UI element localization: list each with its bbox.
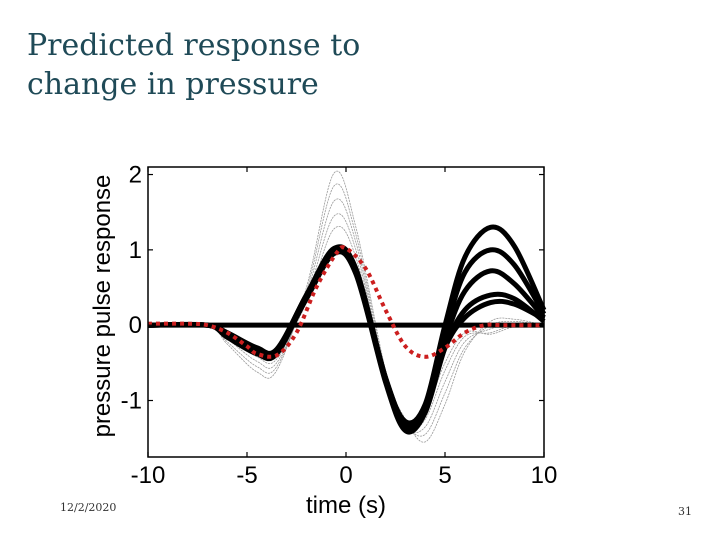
y-tick-label: 2 (129, 162, 142, 189)
chart-curves (147, 170, 547, 443)
series-response-5 (147, 249, 546, 428)
x-axis-label: time (s) (306, 492, 386, 519)
x-tick-label: 5 (438, 462, 451, 489)
slide-title: Predicted response to change in pressure (27, 26, 447, 104)
y-tick-label: 0 (129, 312, 142, 339)
page-number: 31 (678, 505, 692, 518)
series-response-4 (147, 249, 546, 435)
series-faint-3 (147, 198, 545, 434)
x-tick-label: -10 (131, 462, 166, 489)
slide-title-line-2: change in pressure (27, 67, 319, 102)
slide-title-line-1: Predicted response to (27, 28, 361, 63)
series-faint-1 (147, 170, 545, 443)
series-predicted (147, 245, 544, 359)
y-tick-label: 1 (129, 237, 142, 264)
y-tick-label: -1 (121, 388, 142, 415)
series-faint-2 (147, 183, 545, 437)
x-tick-label: 0 (339, 462, 352, 489)
y-axis-label: pressure pulse response (89, 175, 116, 438)
series-response-3 (147, 247, 546, 432)
x-tick-label: 10 (531, 462, 558, 489)
footer-date: 12/2/2020 (60, 501, 117, 514)
x-tick-label: -5 (236, 462, 257, 489)
